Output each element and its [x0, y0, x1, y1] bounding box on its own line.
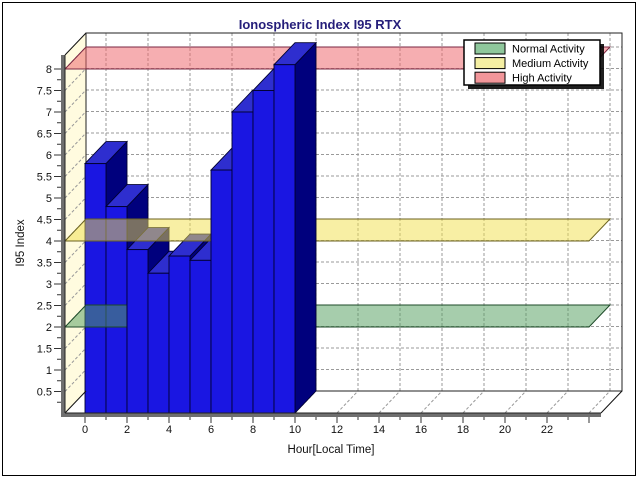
legend-swatch [474, 42, 506, 55]
bar-hour-0 [84, 163, 107, 414]
legend-swatch [474, 71, 506, 84]
bar-side-hour-9 [294, 41, 317, 415]
y-tick-label: 4.5 [37, 215, 52, 227]
chart-title: Ionospheric Index I95 RTX [239, 17, 402, 32]
floor-left-edge [64, 390, 87, 414]
wall-grid-line [64, 347, 87, 371]
y-axis [61, 55, 65, 417]
y-tick-label: 2.5 [37, 301, 52, 313]
x-tick-label: 2 [124, 424, 130, 436]
floor-grid-line [588, 390, 611, 414]
y-tick-label: 1.5 [37, 344, 52, 356]
legend-item: High Activity [474, 71, 572, 85]
floor-grid-line [336, 390, 359, 414]
x-tick-label: 22 [541, 424, 553, 436]
y-tick-label: 8 [46, 64, 52, 76]
legend-item: Medium Activity [474, 57, 589, 70]
legend-label: High Activity [512, 73, 572, 85]
y-tick-label: 3 [46, 279, 52, 291]
x-tick-label: 14 [373, 424, 385, 436]
y-tick-label: 1 [46, 365, 52, 377]
x-axis [61, 413, 601, 417]
wall-grid-line [64, 154, 87, 177]
y-tick-label: 5 [46, 193, 52, 205]
y-axis-title: I95 Index [15, 219, 27, 267]
wall-grid-line [64, 283, 87, 306]
bar-hour-9 [273, 64, 296, 414]
x-tick-label: 10 [289, 424, 301, 436]
x-tick-label: 4 [166, 424, 172, 436]
x-tick-label: 6 [208, 424, 214, 436]
bar-hour-6 [210, 169, 233, 414]
band-medium-activity [63, 218, 612, 242]
bar-hour-3 [147, 272, 170, 414]
wall-grid-line [64, 68, 87, 91]
legend-label: Medium Activity [512, 58, 589, 70]
wall-grid-line [64, 369, 87, 392]
wall-top-edge [64, 32, 87, 56]
bar-hour-5 [189, 259, 212, 414]
wall-grid-line [64, 175, 87, 199]
wall-grid-line [64, 132, 87, 156]
bar-hour-7 [231, 111, 254, 414]
y-tick-label: 6.5 [37, 129, 52, 141]
floor-grid-line [504, 390, 527, 414]
wall-grid-line [64, 326, 87, 349]
floor-right-edge [600, 390, 623, 414]
y-tick-label: 0.5 [37, 387, 52, 399]
wall-grid-line [64, 261, 87, 285]
x-tick-label: 18 [457, 424, 469, 436]
wall-grid-line [64, 197, 87, 220]
bar-hour-8 [252, 90, 275, 414]
x-tick-label: 16 [415, 424, 427, 436]
wall-grid-line [64, 89, 87, 113]
legend-label: Normal Activity [512, 44, 585, 56]
bar-hour-4 [168, 255, 191, 414]
y-tick-label: 3.5 [37, 258, 52, 270]
x-tick-label: 0 [82, 424, 88, 436]
x-tick-label: 8 [250, 424, 256, 436]
floor-grid-line [546, 390, 569, 414]
wall-grid-line [64, 240, 87, 263]
y-tick-label: 6 [46, 150, 52, 162]
y-tick-label: 4 [46, 236, 52, 248]
floor-grid-line [462, 390, 485, 414]
legend-swatch [474, 57, 506, 70]
y-tick-label: 7.5 [37, 86, 52, 98]
floor-grid-line [378, 390, 401, 414]
wall-grid-line [64, 111, 87, 134]
legend: Normal Activity Medium Activity High Activ… [463, 39, 604, 89]
y-tick-label: 7 [46, 107, 52, 119]
x-tick-label: 12 [331, 424, 343, 436]
bar-hour-2 [126, 249, 149, 414]
y-tick-label: 5.5 [37, 172, 52, 184]
legend-item: Normal Activity [474, 42, 585, 56]
x-axis-title: Hour[Local Time] [288, 444, 375, 456]
plot-area: 0.5 1 1.5 2 2.5 3 3.5 4 4.5 5 5.5 6 6.5 7 7.5 8 0 2 4 6 8 10 1… [37, 32, 623, 436]
x-tick-label: 20 [499, 424, 511, 436]
floor-grid-line [420, 390, 443, 414]
y-tick-label: 2 [46, 322, 52, 334]
